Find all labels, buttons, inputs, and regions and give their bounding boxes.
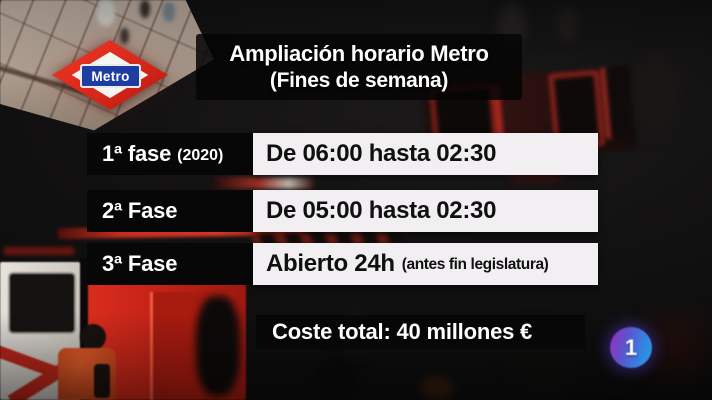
phase-label-panel: 1ª fase (2020) — [87, 133, 253, 175]
schedule-row: 1ª fase (2020) De 06:00 hasta 02:30 — [87, 133, 598, 175]
hours-note: (antes fin legislatura) — [401, 256, 549, 273]
total-cost-text: Coste total: 40 millones € — [272, 319, 533, 344]
phase-label: 1ª fase — [102, 141, 172, 166]
hours-value: Abierto 24h — [266, 250, 395, 277]
phase-label: 3ª Fase — [102, 251, 178, 276]
headline-line2: (Fines de semana) — [269, 68, 449, 92]
metro-entrance-sign: Metro — [52, 40, 168, 110]
hours-value-panel: De 05:00 hasta 02:30 — [253, 190, 598, 232]
metro-logo-text: Metro — [91, 68, 130, 84]
phase-label-panel: 2ª Fase — [87, 190, 253, 232]
hours-value-panel: Abierto 24h (antes fin legislatura) — [253, 243, 598, 285]
headline-line1: Ampliación horario Metro — [229, 41, 489, 67]
hours-value: De 06:00 hasta 02:30 — [266, 140, 497, 167]
phase-label: 2ª Fase — [102, 198, 178, 223]
total-cost-panel: Coste total: 40 millones € — [256, 315, 585, 349]
hours-value: De 05:00 hasta 02:30 — [266, 197, 497, 224]
hours-value-panel: De 06:00 hasta 02:30 — [253, 133, 598, 175]
metro-logo-bar: Metro — [80, 64, 141, 88]
la1-channel-number: 1 — [624, 334, 638, 360]
headline-panel: Ampliación horario Metro (Fines de seman… — [196, 34, 522, 100]
phase-note: (2020) — [177, 146, 224, 164]
la1-channel-bug: 1 — [610, 327, 652, 368]
schedule-row: 2ª Fase De 05:00 hasta 02:30 — [87, 190, 598, 232]
phase-label-panel: 3ª Fase — [87, 243, 253, 285]
schedule-row: 3ª Fase Abierto 24h (antes fin legislatu… — [87, 243, 598, 285]
